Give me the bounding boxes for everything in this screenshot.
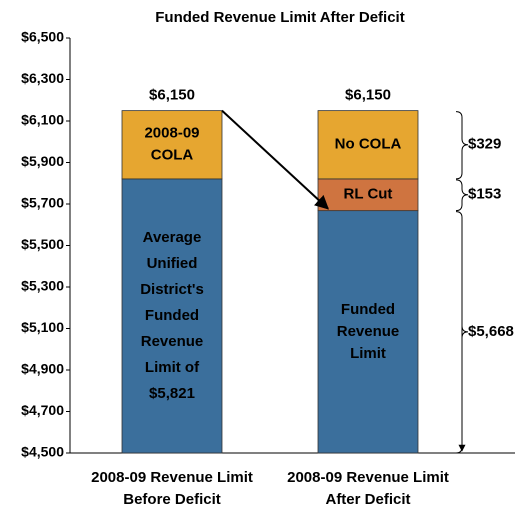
segment-label: Unified (147, 255, 198, 272)
brace-label: $153 (468, 186, 501, 203)
brace-label: $329 (468, 136, 501, 153)
y-tick-label: $5,500 (21, 236, 64, 252)
segment-label: COLA (151, 147, 194, 164)
y-tick-label: $4,900 (21, 361, 64, 377)
segment-label: Average (143, 229, 202, 246)
segment-label: Funded (341, 301, 395, 318)
segment-label: Revenue (141, 333, 204, 350)
segment-label: Limit (350, 345, 386, 362)
x-tick-label: Before Deficit (123, 491, 221, 508)
y-tick-label: $6,500 (21, 29, 64, 45)
segment-label: No COLA (335, 136, 402, 153)
chart-title: Funded Revenue Limit After Deficit (155, 9, 404, 26)
arrow (221, 109, 330, 210)
y-tick-label: $4,700 (21, 402, 64, 418)
segment-label: Revenue (337, 323, 400, 340)
y-tick-label: $6,300 (21, 70, 64, 86)
segment-label: 2008-09 (144, 125, 199, 142)
segment-label: Limit of (145, 359, 200, 376)
bar-segment (121, 178, 223, 454)
y-tick-label: $5,900 (21, 153, 64, 169)
bar-segment (317, 110, 419, 180)
total-label: $6,150 (149, 87, 195, 104)
y-tick-label: $5,100 (21, 319, 64, 335)
segment-label: $5,821 (149, 385, 195, 402)
y-tick-label: $5,300 (21, 278, 64, 294)
bar-segment (317, 210, 419, 454)
brace (455, 111, 469, 180)
y-tick-label: $6,100 (21, 112, 64, 128)
bar-segment (317, 178, 419, 212)
x-tick-label: 2008-09 Revenue Limit (287, 469, 449, 486)
total-label: $6,150 (345, 87, 391, 104)
y-tick-label: $5,700 (21, 195, 64, 211)
bar-segment (121, 110, 223, 180)
x-tick-label: 2008-09 Revenue Limit (91, 469, 253, 486)
segment-label: Funded (145, 307, 199, 324)
x-tick-label: After Deficit (325, 491, 410, 508)
segment-label: District's (140, 281, 204, 298)
segment-label: RL Cut (344, 186, 393, 203)
y-tick-label: $4,500 (21, 444, 64, 460)
brace (455, 179, 469, 212)
brace-label: $5,668 (468, 323, 514, 340)
